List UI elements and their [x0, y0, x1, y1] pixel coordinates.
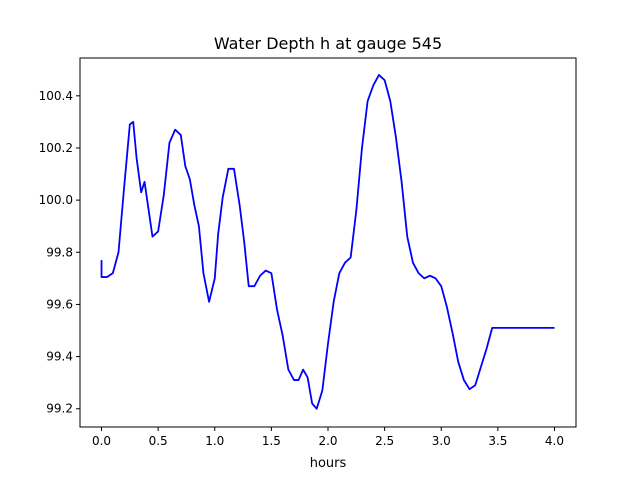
- x-tick-label: 0.5: [149, 434, 168, 448]
- x-tick-label: 2.0: [318, 434, 337, 448]
- x-tick-label: 1.5: [262, 434, 281, 448]
- x-tick-label: 0.0: [92, 434, 111, 448]
- x-tick-label: 1.0: [205, 434, 224, 448]
- x-tick-label: 4.0: [545, 434, 564, 448]
- y-tick-label: 100.4: [39, 89, 73, 103]
- y-tick-label: 99.8: [46, 245, 73, 259]
- series-line-0: [100, 74, 555, 410]
- x-tick-label: 2.5: [375, 434, 394, 448]
- chart-title: Water Depth h at gauge 545: [214, 34, 442, 53]
- y-tick-label: 99.6: [46, 297, 73, 311]
- y-tick-label: 100.0: [39, 193, 73, 207]
- plot-area: 0.0 0.5 1.0 1.5 2.0 2.5 3.0 3.5 4.0 99.2 99.4 99.6 9…: [39, 57, 577, 448]
- y-tick-label: 99.4: [46, 350, 73, 364]
- y-tick-label: 100.2: [39, 141, 73, 155]
- x-tick-label: 3.5: [488, 434, 507, 448]
- y-tick-label: 99.2: [46, 402, 73, 416]
- x-tick-label: 3.0: [432, 434, 451, 448]
- x-axis-label: hours: [310, 456, 347, 471]
